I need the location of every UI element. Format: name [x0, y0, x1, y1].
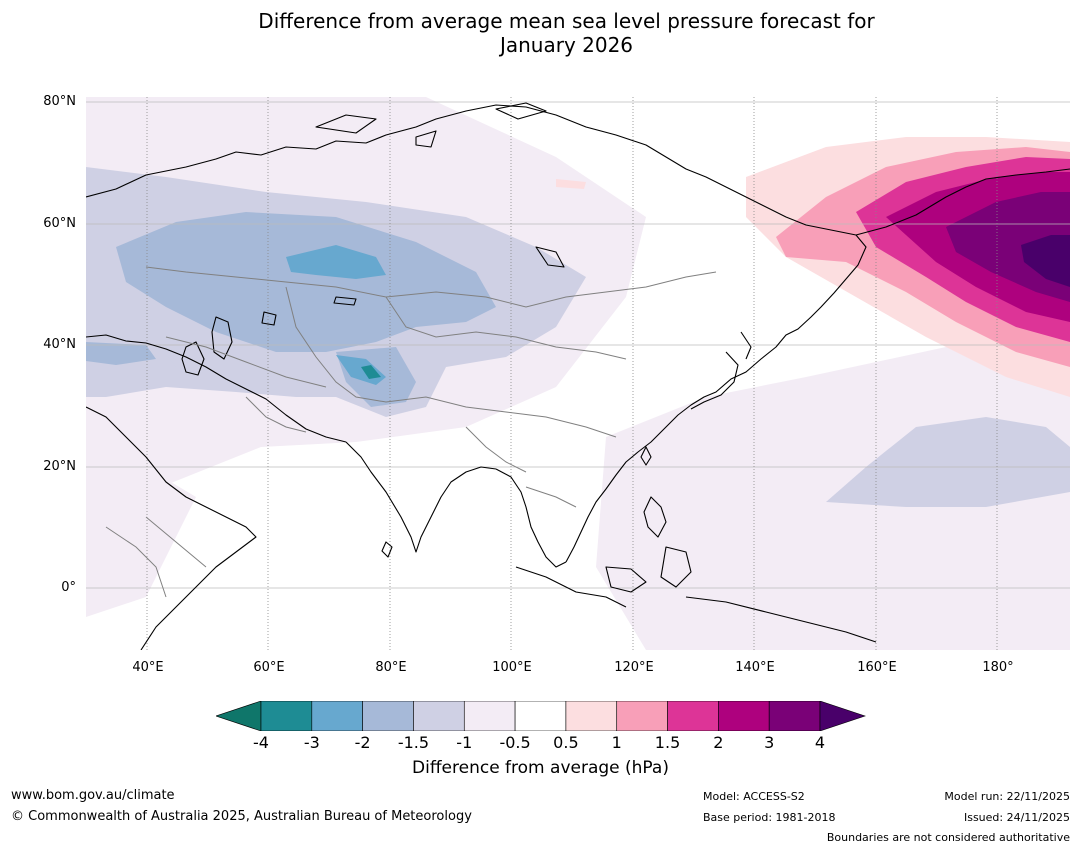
title-line-1: Difference from average mean sea level p…	[258, 9, 875, 33]
colorbar-bin	[413, 700, 465, 732]
colorbar-bin	[362, 700, 414, 732]
colorbar-bin	[565, 700, 618, 732]
anomaly-field-teal	[361, 365, 381, 379]
lon-label-60e: 60°E	[253, 660, 285, 675]
lat-label-0: 0°	[61, 580, 76, 595]
colorbar-bin	[718, 700, 770, 732]
pressure-anomaly-map	[86, 97, 1070, 650]
lon-label-120e: 120°E	[614, 660, 654, 675]
colorbar-bin	[463, 700, 516, 732]
chart-title: Difference from average mean sea level p…	[0, 9, 1081, 57]
colorbar-bin	[260, 700, 313, 732]
lat-label-40n: 40°N	[43, 337, 76, 352]
colorbar-tick-label: -1	[456, 733, 473, 752]
footer-copyright: © Commonwealth of Australia 2025, Austra…	[11, 809, 472, 824]
footer-disclaimer: Boundaries are not considered authoritat…	[826, 831, 1070, 844]
lon-label-100e: 100°E	[492, 660, 532, 675]
title-line-2: January 2026	[499, 33, 634, 57]
country-boundaries	[105, 266, 717, 598]
footer-base-period: Base period: 1981-2018	[703, 811, 836, 824]
colorbar-bin	[616, 700, 668, 732]
colorbar-tick-label: 4	[814, 733, 826, 752]
colorbar-tick-label: 1	[611, 733, 622, 752]
colorbar-tick-label: 3	[764, 733, 775, 752]
lon-label-140e: 140°E	[735, 660, 775, 675]
colorbar-label: Difference from average (hPa)	[412, 758, 669, 778]
graticule	[86, 101, 1070, 589]
colorbar-bin	[311, 700, 363, 732]
coastlines	[86, 102, 1070, 650]
lat-label-60n: 60°N	[43, 216, 76, 231]
meridians	[146, 97, 998, 650]
colorbar-tick-label: -4	[253, 733, 269, 752]
colorbar	[215, 700, 866, 735]
footer-model-run: Model run: 22/11/2025	[944, 790, 1070, 803]
colorbar-extend-high	[819, 700, 866, 732]
lon-label-180: 180°	[982, 660, 1014, 675]
colorbar-extend-low	[215, 700, 262, 732]
colorbar-bin	[667, 700, 719, 732]
anomaly-field-positive	[556, 137, 1070, 397]
colorbar-tick-label: -1.5	[397, 733, 430, 752]
colorbar-tick-label: -2	[354, 733, 371, 752]
lat-label-80n: 80°N	[43, 94, 76, 109]
footer-issued: Issued: 24/11/2025	[963, 811, 1070, 824]
colorbar-bins	[260, 700, 821, 732]
colorbar-bin	[768, 700, 821, 732]
lon-label-80e: 80°E	[375, 660, 407, 675]
footer-url[interactable]: www.bom.gov.au/climate	[11, 788, 175, 803]
lon-label-160e: 160°E	[857, 660, 897, 675]
colorbar-tick-label: -0.5	[499, 733, 531, 752]
lat-label-20n: 20°N	[43, 459, 76, 474]
colorbar-tick-label: -3	[303, 733, 320, 752]
footer-model: Model: ACCESS-S2	[703, 790, 805, 803]
colorbar-tick-label: 1.5	[654, 733, 681, 752]
lon-label-40e: 40°E	[132, 660, 164, 675]
colorbar-tick-label: 2	[713, 733, 724, 752]
colorbar-bin	[514, 700, 567, 732]
colorbar-tick-label: 0.5	[553, 733, 579, 752]
